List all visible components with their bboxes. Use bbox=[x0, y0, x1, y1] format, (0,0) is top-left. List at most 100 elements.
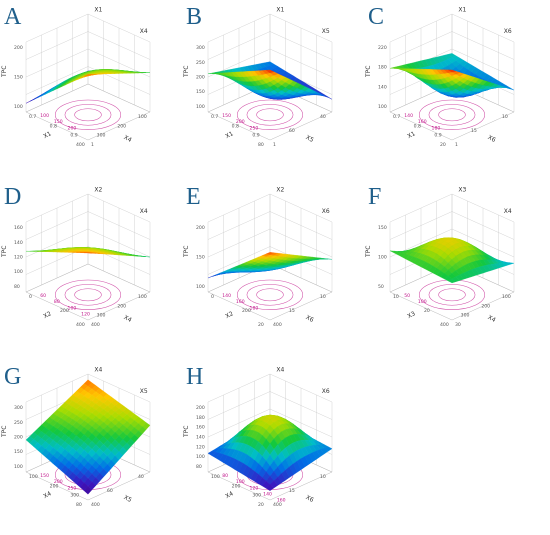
y-tick-label: 10 bbox=[320, 474, 326, 480]
contour-label: 180 bbox=[250, 305, 259, 311]
contour-label: 120 bbox=[81, 311, 90, 317]
panel-h: 8010012014016010020030040010152080100120… bbox=[183, 364, 333, 508]
contour-label: 140 bbox=[263, 491, 272, 497]
floor-frame bbox=[389, 83, 515, 141]
surface-patch bbox=[83, 74, 93, 77]
wall-gridline bbox=[25, 263, 151, 293]
top-x-axis-label: X4 bbox=[276, 367, 284, 374]
floor-frame bbox=[389, 263, 515, 321]
floor-contour bbox=[428, 104, 476, 126]
contour-label: 150 bbox=[222, 113, 231, 119]
panel-letter: C bbox=[368, 4, 384, 30]
floor-contour bbox=[256, 108, 284, 122]
x-tick-label: 200 bbox=[242, 308, 251, 314]
floor-contour bbox=[236, 279, 304, 310]
z-axis-label: TPC bbox=[183, 246, 190, 258]
contour-label: 200 bbox=[68, 125, 77, 131]
z-tick-label: 180 bbox=[378, 65, 387, 71]
floor-contour bbox=[54, 279, 122, 310]
top-y-axis-label: X5 bbox=[140, 388, 148, 395]
contour-label: 160 bbox=[277, 498, 286, 504]
contour-label: 60 bbox=[40, 293, 46, 299]
z-tick-label: 80 bbox=[14, 284, 20, 290]
z-tick-label: 300 bbox=[196, 45, 205, 51]
x-tick-label: 400 bbox=[91, 502, 100, 508]
y-tick-label: 400 bbox=[76, 322, 85, 328]
y-tick-label: 60 bbox=[289, 128, 295, 134]
surface-patch bbox=[83, 486, 93, 495]
y-axis-label: X4 bbox=[486, 314, 496, 324]
panel-letter: G bbox=[4, 364, 21, 390]
z-axis-label: TPC bbox=[1, 246, 8, 258]
panel-letter: F bbox=[368, 184, 381, 210]
z-tick-label: 140 bbox=[14, 240, 23, 246]
panel-d: 6080100120020040010020030040080100120140… bbox=[1, 184, 151, 328]
panel-letter: H bbox=[186, 364, 203, 390]
x-tick-label: 0.8 bbox=[50, 123, 57, 129]
z-tick-label: 300 bbox=[14, 405, 23, 411]
z-tick-label: 200 bbox=[14, 45, 23, 51]
y-axis-label: X6 bbox=[304, 494, 314, 504]
x-tick-label: 400 bbox=[91, 322, 100, 328]
contour-label: 200 bbox=[236, 119, 245, 125]
z-tick-label: 120 bbox=[14, 255, 23, 261]
contour-label: 180 bbox=[432, 125, 441, 131]
x-axis-label: X1 bbox=[224, 130, 234, 140]
z-tick-label: 100 bbox=[14, 104, 23, 110]
y-tick-label: 15 bbox=[289, 308, 295, 314]
x-tick-label: 100 bbox=[211, 474, 220, 480]
x-tick-label: 400 bbox=[273, 502, 282, 508]
top-x-axis-label: X4 bbox=[94, 367, 102, 374]
y-tick-label: 300 bbox=[97, 133, 106, 139]
x-tick-label: 1 bbox=[455, 142, 458, 148]
floor-contour bbox=[64, 104, 112, 126]
panel-letter: A bbox=[4, 4, 22, 30]
y-tick-label: 200 bbox=[117, 303, 126, 309]
x-tick-label: 0.8 bbox=[414, 123, 421, 129]
contour-label: 250 bbox=[250, 125, 259, 131]
y-tick-label: 20 bbox=[258, 322, 264, 328]
z-tick-label: 160 bbox=[196, 425, 205, 431]
contour-label: 80 bbox=[54, 299, 60, 305]
surface-patch bbox=[265, 69, 275, 73]
x-axis-label: X4 bbox=[224, 490, 234, 500]
x-axis-label: X1 bbox=[42, 130, 52, 140]
top-x-axis-label: X1 bbox=[276, 7, 284, 14]
floor-frame bbox=[25, 263, 151, 321]
y-tick-label: 15 bbox=[289, 488, 295, 494]
x-tick-label: 0.8 bbox=[232, 123, 239, 129]
panel-letter: D bbox=[4, 184, 21, 210]
x-axis-label: X1 bbox=[406, 130, 416, 140]
contour-label: 140 bbox=[222, 293, 231, 299]
x-tick-label: 10 bbox=[393, 294, 399, 300]
panel-letter: B bbox=[186, 4, 202, 30]
z-tick-label: 150 bbox=[14, 75, 23, 81]
panel-g: 1502002501002003004004060801001502002503… bbox=[1, 364, 151, 508]
z-tick-label: 100 bbox=[14, 464, 23, 470]
floor-frame bbox=[25, 443, 151, 501]
z-axis-label: TPC bbox=[1, 66, 8, 78]
floor-contour bbox=[64, 284, 112, 306]
y-tick-label: 400 bbox=[440, 322, 449, 328]
x-tick-label: 0.9 bbox=[252, 133, 259, 139]
x-tick-label: 300 bbox=[70, 493, 79, 499]
contour-label: 160 bbox=[418, 119, 427, 125]
floor-contour bbox=[246, 284, 294, 306]
floor-frame bbox=[207, 263, 333, 321]
contour-label: 140 bbox=[404, 113, 413, 119]
floor-contour bbox=[74, 288, 102, 302]
top-y-axis-label: X6 bbox=[322, 388, 330, 395]
top-y-axis-label: X4 bbox=[140, 28, 148, 35]
floor-contour bbox=[438, 288, 466, 302]
x-axis-label: X2 bbox=[224, 310, 234, 320]
top-x-axis-label: X3 bbox=[458, 187, 466, 194]
y-tick-label: 100 bbox=[138, 294, 147, 300]
x-axis-label: X3 bbox=[406, 310, 416, 320]
wall-gridline bbox=[25, 83, 151, 113]
z-tick-label: 200 bbox=[14, 435, 23, 441]
contour-label: 100 bbox=[418, 299, 427, 305]
top-x-axis-label: X1 bbox=[94, 7, 102, 14]
top-x-axis-label: X2 bbox=[94, 187, 102, 194]
z-tick-label: 140 bbox=[196, 435, 205, 441]
x-tick-label: 200 bbox=[232, 483, 241, 489]
